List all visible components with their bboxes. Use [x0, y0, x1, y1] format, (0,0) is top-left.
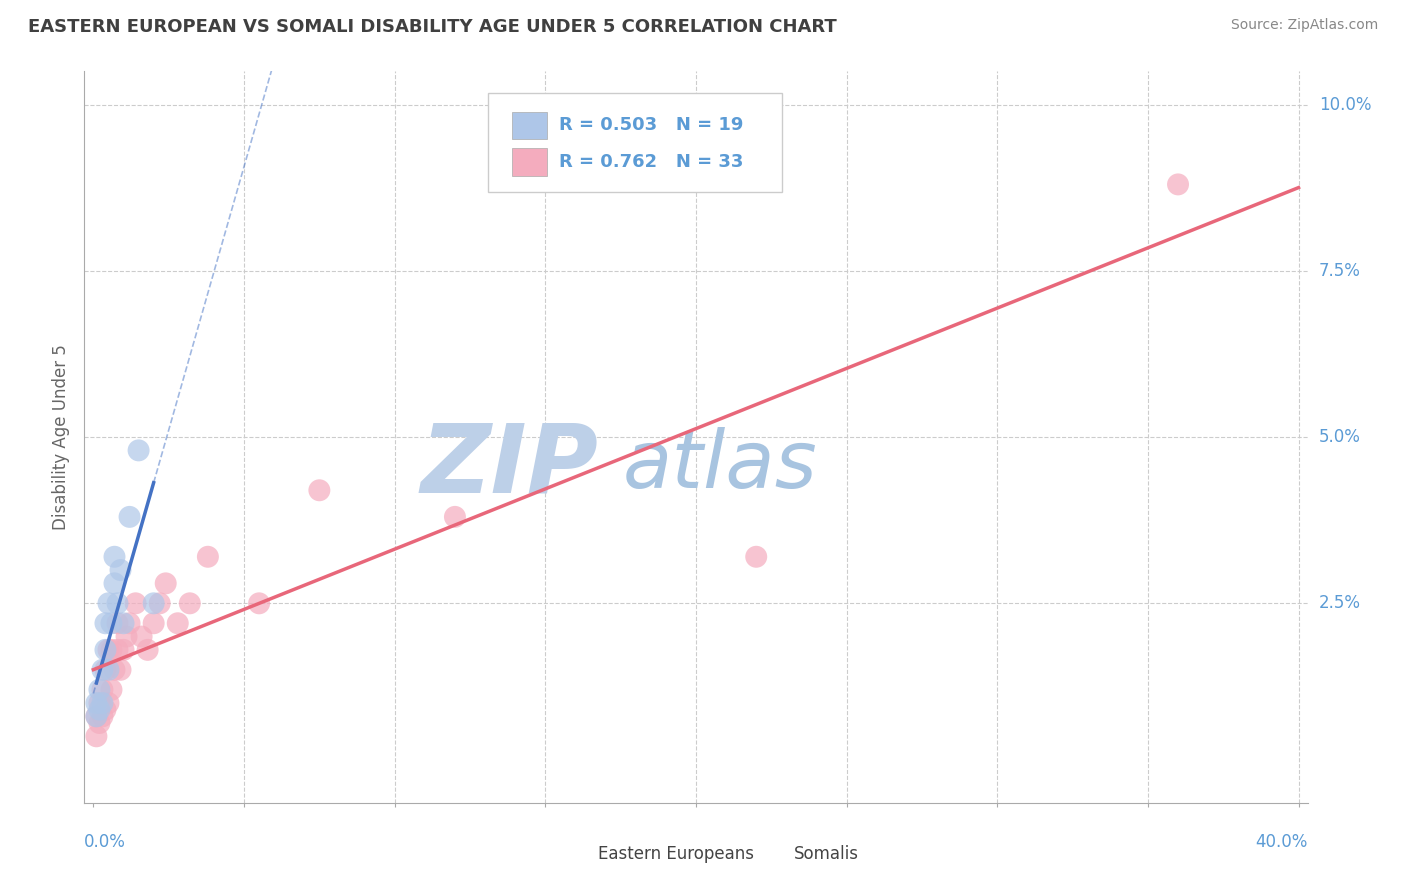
- Point: [89, 696, 111, 710]
- Point: [100, 682, 122, 697]
- Text: ZIP: ZIP: [420, 420, 598, 513]
- Point: [118, 509, 141, 524]
- Point: [89, 682, 111, 697]
- Point: [91, 663, 114, 677]
- Text: 10.0%: 10.0%: [1319, 95, 1371, 113]
- FancyBboxPatch shape: [565, 843, 588, 865]
- Text: 7.5%: 7.5%: [1319, 262, 1361, 280]
- Point: [103, 576, 125, 591]
- Point: [91, 696, 114, 710]
- Point: [97, 643, 120, 657]
- Text: R = 0.762   N = 33: R = 0.762 N = 33: [560, 153, 744, 171]
- Text: 5.0%: 5.0%: [1319, 428, 1361, 446]
- Text: 40.0%: 40.0%: [1256, 833, 1308, 851]
- Point: [100, 643, 122, 657]
- Point: [142, 596, 165, 610]
- Point: [100, 616, 122, 631]
- Point: [94, 663, 117, 677]
- Text: Eastern Europeans: Eastern Europeans: [598, 845, 754, 863]
- Point: [112, 616, 135, 631]
- Point: [308, 483, 330, 498]
- Point: [94, 643, 117, 657]
- Point: [247, 596, 270, 610]
- Point: [94, 616, 117, 631]
- Point: [97, 596, 120, 610]
- FancyBboxPatch shape: [513, 148, 547, 176]
- Point: [107, 643, 129, 657]
- Point: [97, 663, 120, 677]
- Point: [86, 696, 108, 710]
- Point: [86, 709, 108, 723]
- Point: [115, 630, 138, 644]
- Point: [166, 616, 188, 631]
- Point: [136, 643, 159, 657]
- Point: [97, 696, 120, 710]
- Text: EASTERN EUROPEAN VS SOMALI DISABILITY AGE UNDER 5 CORRELATION CHART: EASTERN EUROPEAN VS SOMALI DISABILITY AG…: [28, 18, 837, 36]
- Point: [444, 509, 467, 524]
- Point: [91, 682, 114, 697]
- Point: [110, 563, 132, 577]
- Text: 0.0%: 0.0%: [84, 833, 127, 851]
- Y-axis label: Disability Age Under 5: Disability Age Under 5: [52, 344, 70, 530]
- Point: [1167, 178, 1189, 192]
- Point: [110, 663, 132, 677]
- Text: Somalis: Somalis: [794, 845, 859, 863]
- Point: [89, 703, 111, 717]
- Point: [128, 443, 150, 458]
- Point: [149, 596, 172, 610]
- Text: 2.5%: 2.5%: [1319, 594, 1361, 612]
- Point: [124, 596, 146, 610]
- Point: [86, 729, 108, 743]
- Point: [103, 663, 125, 677]
- Point: [112, 643, 135, 657]
- Text: atlas: atlas: [623, 427, 817, 506]
- Point: [86, 709, 108, 723]
- Point: [131, 630, 153, 644]
- Point: [107, 616, 129, 631]
- Point: [118, 616, 141, 631]
- Point: [91, 709, 114, 723]
- Text: R = 0.503   N = 19: R = 0.503 N = 19: [560, 117, 744, 135]
- Text: Source: ZipAtlas.com: Source: ZipAtlas.com: [1230, 18, 1378, 32]
- Point: [103, 549, 125, 564]
- Point: [197, 549, 219, 564]
- Point: [155, 576, 177, 591]
- Point: [89, 716, 111, 731]
- Point: [107, 596, 129, 610]
- Point: [179, 596, 201, 610]
- FancyBboxPatch shape: [488, 94, 782, 192]
- FancyBboxPatch shape: [776, 843, 797, 865]
- Point: [94, 703, 117, 717]
- FancyBboxPatch shape: [513, 112, 547, 139]
- Point: [142, 616, 165, 631]
- Point: [745, 549, 768, 564]
